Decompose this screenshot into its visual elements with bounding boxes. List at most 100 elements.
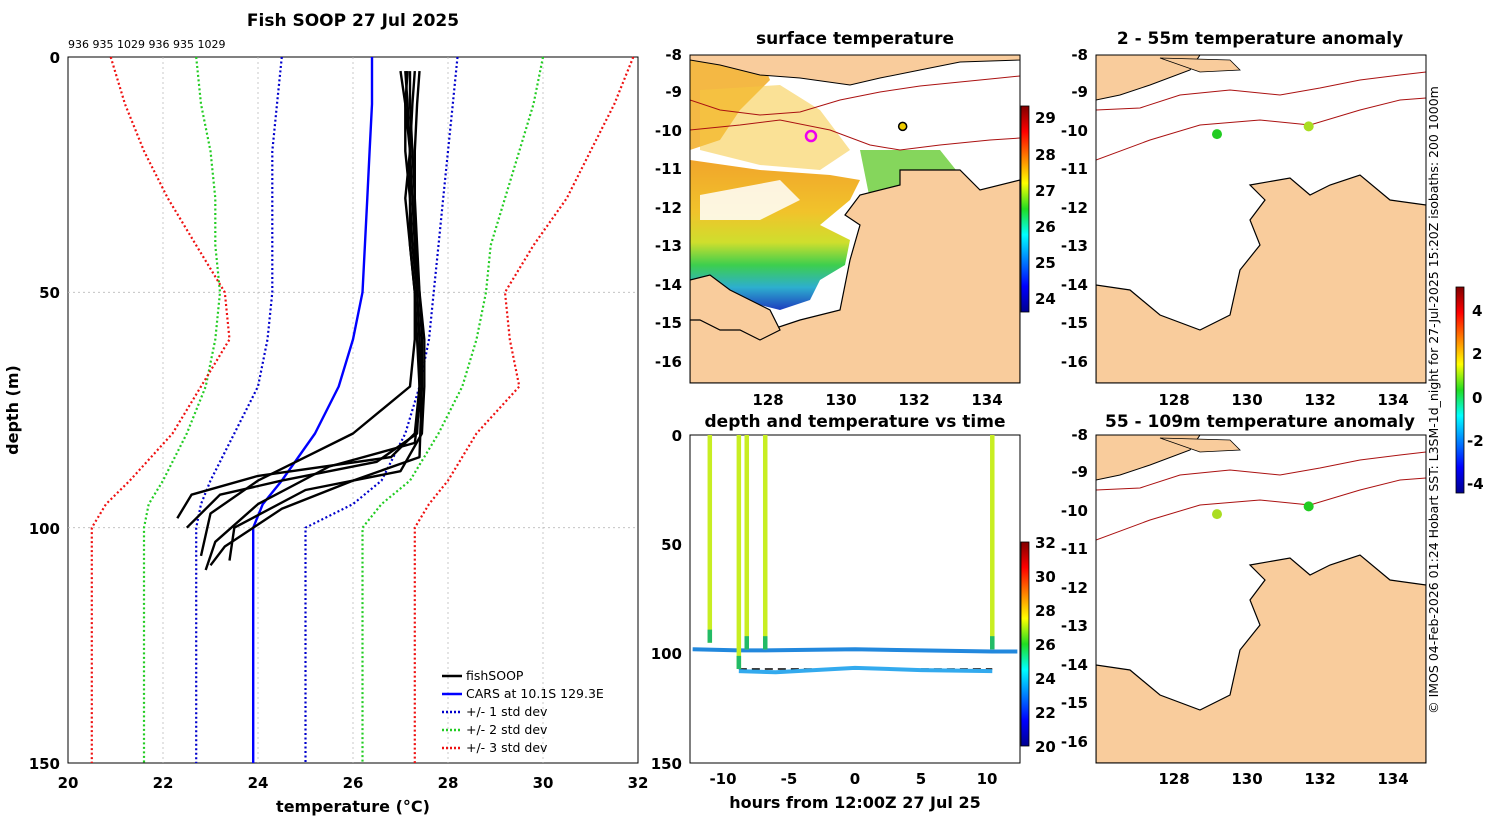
- anom1-y-tick: -13: [1061, 237, 1088, 255]
- std1-line: [304, 56, 459, 763]
- surface-colorbar-ticks: 29 28 27 26 25 24: [1035, 109, 1056, 308]
- anom2-axes-box: [1095, 434, 1427, 764]
- anom2-map-content: [1096, 435, 1426, 763]
- anom1-x-tick: 132: [1304, 391, 1335, 409]
- anomaly-cbar-tick: 0: [1472, 389, 1482, 407]
- depthtime-cbar-tick: 24: [1035, 670, 1056, 688]
- surface-isobath: [690, 75, 1020, 116]
- depthtime-cbar-tick: 28: [1035, 602, 1056, 620]
- surface-cbar-tick: 24: [1035, 290, 1056, 308]
- profile-x-tick: 28: [438, 774, 459, 792]
- anom2-y-tick: -12: [1061, 579, 1088, 597]
- anomaly-55-109m-panel: 55 - 109m temperature anomaly -8 -9 -10 …: [1061, 286, 1484, 788]
- surface-y-tick: -8: [665, 46, 682, 64]
- anom1-y-tick: -9: [1071, 83, 1088, 101]
- fishsoop-profile-line: [199, 71, 416, 557]
- surface-cbar-tick: 29: [1035, 109, 1056, 127]
- depthtime-y-tick: 50: [661, 536, 682, 554]
- depthtime-x-tick: 10: [977, 770, 998, 788]
- anom1-map-content: [1096, 55, 1426, 383]
- profile-x-tick: 30: [533, 774, 554, 792]
- surface-x-tick: 130: [825, 391, 856, 409]
- anomaly-point: [1212, 509, 1222, 520]
- profile-panel: Fish SOOP 27 Jul 2025 936 935 1029 936 9…: [3, 11, 648, 816]
- surface-y-tick: -10: [655, 122, 682, 140]
- gear-depth-track: [692, 647, 1018, 654]
- cars-profile-line: [251, 57, 374, 763]
- depthtime-x-tick: -10: [709, 770, 736, 788]
- anom1-y-tick: -12: [1061, 199, 1088, 217]
- anom2-y-tick: -16: [1061, 733, 1088, 751]
- anom2-land: [1096, 554, 1426, 763]
- profile-top-note: 936 935 1029 936 935 1029: [68, 38, 225, 51]
- anom2-x-ticks: 128 130 132 134: [1158, 770, 1408, 788]
- anom2-x-tick: 134: [1377, 770, 1408, 788]
- surface-y-tick: -13: [655, 237, 682, 255]
- anom2-x-tick: 128: [1158, 770, 1189, 788]
- depthtime-cbar-tick: 26: [1035, 636, 1056, 654]
- surface-map-content: [690, 55, 1020, 383]
- anom1-y-tick: -11: [1061, 160, 1088, 178]
- anomaly-cbar-tick: 2: [1472, 345, 1482, 363]
- anomaly-colorbar-ticks: 4 2 0 -2 -4: [1467, 302, 1484, 493]
- anom1-title: 2 - 55m temperature anomaly: [1117, 29, 1403, 49]
- profile-x-tick: 26: [343, 774, 364, 792]
- profile-y-tick: 50: [39, 284, 60, 302]
- surface-y-tick: -16: [655, 353, 682, 371]
- depthtime-y-tick: 0: [672, 427, 682, 445]
- anom1-y-tick: -15: [1061, 314, 1088, 332]
- legend-label: +/- 3 std dev: [466, 740, 548, 755]
- surface-y-tick: -15: [655, 314, 682, 332]
- anom1-y-tick: -8: [1071, 46, 1088, 64]
- depthtime-marks: [692, 435, 1018, 675]
- anom2-y-ticks: -8 -9 -10 -11 -12 -13 -14 -15 -16: [1061, 426, 1088, 751]
- surface-cbar-tick: 27: [1035, 182, 1056, 200]
- surface-y-tick: -11: [655, 160, 682, 178]
- bottom-gear-track: [738, 665, 993, 675]
- surface-cbar-tick: 26: [1035, 218, 1056, 236]
- surface-temperature-panel: surface temperature -8 -9 -10 -11 -12 -1…: [655, 29, 1056, 409]
- anom2-x-tick: 130: [1231, 770, 1262, 788]
- anomaly-2-55m-panel: 2 - 55m temperature anomaly -8 -9 -10 -1…: [1061, 29, 1427, 409]
- depthtime-colorbar: [1020, 541, 1030, 747]
- anom1-x-tick: 128: [1158, 391, 1189, 409]
- profile-x-tick: 20: [58, 774, 79, 792]
- surface-y-tick: -9: [665, 83, 682, 101]
- anom1-x-tick: 130: [1231, 391, 1262, 409]
- surface-y-tick: -12: [655, 199, 682, 217]
- anom1-y-tick: -14: [1061, 276, 1088, 294]
- fishsoop-profile-line: [204, 71, 424, 571]
- anom2-y-tick: -8: [1071, 426, 1088, 444]
- anom2-title: 55 - 109m temperature anomaly: [1105, 412, 1415, 432]
- anom2-y-tick: -15: [1061, 694, 1088, 712]
- fishsoop-profile-line: [228, 71, 426, 561]
- surface-colorbar: [1020, 105, 1030, 313]
- anom2-y-tick: -14: [1061, 656, 1088, 674]
- surface-cbar-tick: 25: [1035, 254, 1056, 272]
- anomaly-point: [1303, 501, 1314, 512]
- profile-x-label: temperature (°C): [276, 797, 430, 816]
- surface-x-ticks: 128 130 132 134: [752, 391, 1002, 409]
- anom2-y-tick: -10: [1061, 502, 1088, 520]
- depthtime-x-tick: -5: [781, 770, 798, 788]
- std2-line: [361, 56, 545, 763]
- depthtime-y-tick: 150: [651, 755, 682, 773]
- profile-y-label: depth (m): [3, 365, 22, 455]
- std1-line: [195, 56, 283, 763]
- surface-axes-box: [689, 54, 1021, 384]
- depthtime-x-tick: 5: [916, 770, 926, 788]
- anom1-y-tick: -10: [1061, 122, 1088, 140]
- depthtime-colorbar-ticks: 32 30 28 26 24 22 20: [1035, 534, 1056, 756]
- anom1-x-ticks: 128 130 132 134: [1158, 391, 1408, 409]
- std2-line: [142, 56, 222, 763]
- surface-cbar-tick: 28: [1035, 146, 1056, 164]
- profile-lines: [90, 56, 635, 763]
- cast-location-marker: [804, 129, 818, 143]
- anom1-land: [1096, 174, 1426, 383]
- anomaly-cbar-tick: 4: [1472, 302, 1482, 320]
- depthtime-cbar-tick: 22: [1035, 704, 1056, 722]
- anomaly-point: [1303, 121, 1314, 132]
- profile-x-ticks: 20 22 24 26 28 30 32: [58, 774, 649, 792]
- profile-x-tick: 32: [628, 774, 649, 792]
- depthtime-x-tick: 0: [850, 770, 860, 788]
